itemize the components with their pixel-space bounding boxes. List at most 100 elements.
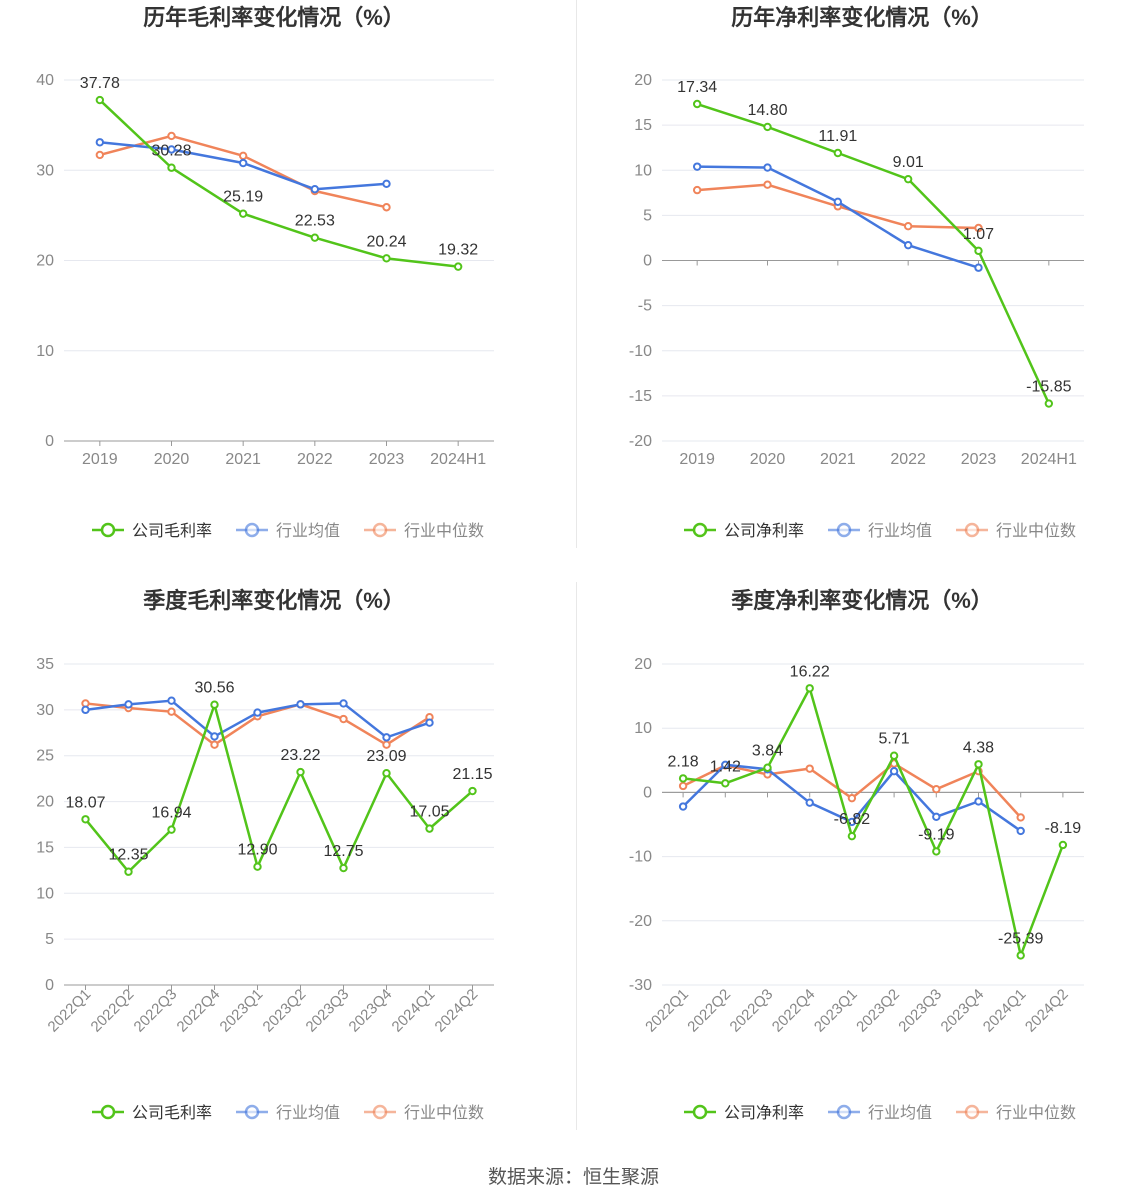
data-label: 23.22 (280, 747, 320, 764)
series-line-company (696, 102, 1050, 405)
legend-label-company: 公司毛利率 (132, 1104, 212, 1122)
data-point-average (238, 158, 248, 168)
chart-panel-2: 历年净利率变化情况（%） -20 -15 -10 -5 0 5 10 15 20 2019 2020 2… (629, 5, 1084, 540)
data-point-company (763, 763, 772, 772)
data-point-company (847, 831, 857, 841)
data-label: 37.78 (80, 75, 120, 92)
x-tick-label: 2022Q2 (684, 986, 734, 1036)
y-tick-label: 10 (36, 885, 54, 902)
y-tick-label: 40 (36, 72, 54, 89)
y-tick-label: -20 (629, 913, 652, 930)
data-label: 11.91 (818, 128, 857, 145)
data-point-average (210, 732, 219, 741)
data-label: 12.35 (108, 847, 148, 864)
data-point-median (238, 151, 248, 161)
legend-marker-average (244, 522, 260, 538)
legend-marker-average (836, 522, 852, 538)
y-tick-label: 5 (45, 931, 54, 948)
y-tick-label: -5 (638, 298, 652, 315)
data-point-company (889, 751, 899, 760)
legend-marker-average (244, 1104, 260, 1120)
data-point-company (382, 254, 391, 263)
y-tick-label: 20 (634, 72, 652, 89)
data-point-company (81, 815, 90, 824)
data-point-median (678, 781, 688, 791)
data-label: -25.39 (998, 930, 1043, 947)
series-line-average (697, 165, 979, 269)
legend-label-median: 行业中位数 (404, 522, 484, 540)
x-tick-label: 2019 (82, 451, 118, 468)
data-point-company (678, 774, 688, 783)
legend-marker-median (372, 522, 388, 538)
legend-label-company: 公司净利率 (724, 522, 804, 540)
x-tick-label: 2024H1 (430, 451, 486, 468)
data-point-average (253, 708, 262, 717)
data-point-company (932, 847, 941, 856)
data-point-company (210, 700, 219, 709)
x-tick-label: 2022Q4 (174, 986, 224, 1036)
x-tick-label: 2023Q4 (346, 986, 396, 1036)
data-point-company (1058, 840, 1068, 850)
data-point-median (167, 131, 176, 141)
data-point-median (1016, 813, 1025, 822)
chart-panel-3: 季度毛利率变化情况（%）051015202530352022Q12022Q220… (36, 588, 494, 1122)
data-point-average (721, 760, 730, 769)
data-point-average (889, 767, 899, 776)
x-tick-label: 2023 (961, 451, 997, 468)
legend-label-median: 行业中位数 (996, 1104, 1076, 1122)
chart-title: 历年毛利率变化情况（%） (143, 5, 405, 30)
data-point-company (124, 867, 133, 876)
data-point-company (238, 209, 248, 218)
y-tick-label: 0 (45, 977, 54, 994)
y-tick-label: 30 (36, 702, 54, 719)
y-tick-label: 10 (634, 720, 652, 737)
x-tick-label: 2023Q1 (217, 986, 267, 1036)
data-label: 17.05 (409, 804, 449, 821)
data-point-company (763, 122, 772, 132)
data-point-company (468, 786, 477, 796)
data-point-average (763, 163, 772, 172)
data-point-average (296, 700, 305, 709)
x-tick-label: 2020 (750, 451, 786, 468)
x-tick-label: 2024Q1 (980, 986, 1030, 1036)
legend-marker-median (964, 1104, 980, 1120)
data-point-company (833, 148, 843, 158)
data-point-average (692, 162, 702, 171)
series-line-company (682, 687, 1065, 957)
data-point-average (974, 797, 983, 806)
data-source-note: 数据来源：恒生聚源 (487, 1167, 659, 1188)
data-label: -9.19 (918, 826, 955, 843)
x-tick-label: 2019 (679, 451, 715, 468)
data-point-average (932, 812, 941, 821)
x-tick-label: 2020 (154, 451, 190, 468)
data-label: 18.07 (65, 794, 105, 811)
data-point-average (382, 733, 391, 742)
legend-marker-company (100, 1104, 116, 1120)
y-tick-label: -10 (629, 849, 652, 866)
data-label: 30.56 (194, 680, 234, 697)
data-point-company (974, 760, 983, 769)
data-point-company (253, 862, 262, 871)
data-label: -8.19 (1045, 820, 1082, 837)
x-tick-label: 2023 (369, 451, 405, 468)
divider-top (576, 0, 577, 548)
data-point-average (833, 197, 843, 207)
data-label: -6.82 (834, 811, 871, 828)
chart-title: 季度毛利率变化情况（%） (143, 588, 405, 613)
data-point-average (167, 696, 176, 705)
y-tick-label: 20 (36, 253, 54, 270)
data-point-company (167, 163, 176, 172)
data-label: 17.34 (677, 79, 717, 96)
data-label: 1.07 (963, 226, 994, 243)
x-tick-label: 2023Q3 (303, 986, 353, 1036)
data-point-company (95, 95, 105, 105)
data-point-average (425, 718, 434, 727)
legend-label-company: 公司毛利率 (132, 522, 212, 540)
data-point-median (382, 203, 391, 212)
data-point-average (805, 798, 814, 807)
y-tick-label: 10 (36, 343, 54, 360)
data-label: 22.53 (295, 213, 335, 230)
data-point-average (339, 699, 348, 708)
data-point-average (1016, 826, 1025, 836)
